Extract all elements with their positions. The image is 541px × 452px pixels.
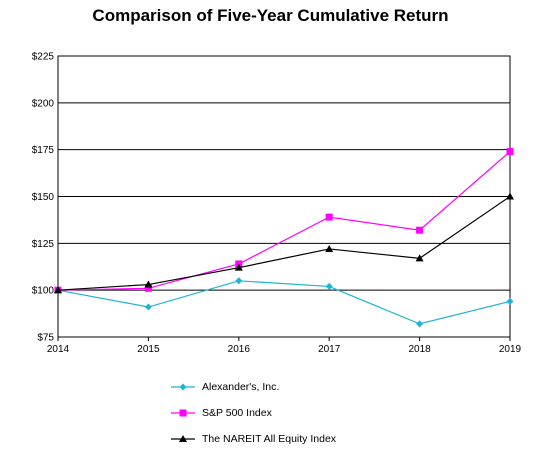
y-tick-labels: $75 $100 $125 $150 $175 $200 $225: [32, 52, 55, 344]
legend-label: Alexander's, Inc.: [202, 381, 280, 393]
data-point: [506, 192, 514, 200]
data-point: [415, 254, 424, 262]
legend-marker: [179, 435, 187, 442]
chart-title: Comparison of Five-Year Cumulative Retur…: [92, 6, 449, 25]
data-point: [144, 284, 152, 292]
y-tick-label: $200: [32, 98, 55, 109]
legend-swatch: [171, 383, 195, 391]
line-chart: $75 $100 $125 $150 $175 $200 $225 2014 2015 2016…: [32, 52, 522, 356]
legend-marker: [179, 383, 187, 391]
x-tick-marks: [57, 337, 511, 341]
data-point: [325, 213, 333, 221]
data-point: [234, 263, 243, 271]
data-point: [235, 277, 243, 285]
legend-swatch: [171, 409, 195, 417]
x-tick-label: 2014: [47, 344, 70, 355]
x-tick-labels: 2014 2015 2016 2017 2018 2019: [47, 344, 522, 355]
series-s-p-500-index: [54, 148, 514, 294]
x-tick-label: 2018: [408, 344, 431, 355]
legend-item-s-p-500-index: S&P 500 Index: [170, 400, 510, 426]
legend: Alexander's, Inc. S&P 500 Index The NAREIT…: [170, 374, 510, 452]
series-the-nareit-all-equity-index: [54, 192, 514, 294]
series-lines: [54, 148, 514, 328]
y-tick-label: $75: [37, 333, 54, 344]
legend-label: The NAREIT All Equity Index: [202, 433, 337, 445]
x-tick-label: 2017: [318, 344, 341, 355]
data-point: [54, 286, 62, 294]
y-tick-label: $225: [32, 52, 55, 63]
y-tick-label: $175: [32, 145, 55, 156]
data-point: [506, 148, 514, 156]
data-point: [325, 282, 333, 290]
legend-item-alexander-s-inc: Alexander's, Inc.: [170, 374, 510, 400]
y-tick-label: $150: [32, 192, 55, 203]
series-line: [57, 196, 511, 291]
x-tick-label: 2019: [499, 344, 522, 355]
data-point: [506, 297, 514, 305]
series-alexander-s-inc: [54, 277, 514, 328]
legend-marker: [179, 409, 187, 417]
x-tick-label: 2015: [137, 344, 160, 355]
x-tick-label: 2016: [228, 344, 251, 355]
y-tick-label: $100: [32, 286, 55, 297]
legend-swatch: [171, 435, 195, 442]
data-point: [325, 244, 334, 252]
legend-label: S&P 500 Index: [202, 407, 272, 419]
legend-item-the-nareit-all-equity-index: The NAREIT All Equity Index: [170, 426, 510, 452]
data-point: [416, 320, 424, 328]
y-tick-label: $125: [32, 239, 55, 250]
data-point: [144, 280, 153, 288]
gridlines: [58, 55, 510, 338]
data-point: [144, 303, 152, 311]
data-point: [416, 226, 424, 234]
series-line: [57, 151, 511, 291]
series-line: [57, 280, 511, 325]
